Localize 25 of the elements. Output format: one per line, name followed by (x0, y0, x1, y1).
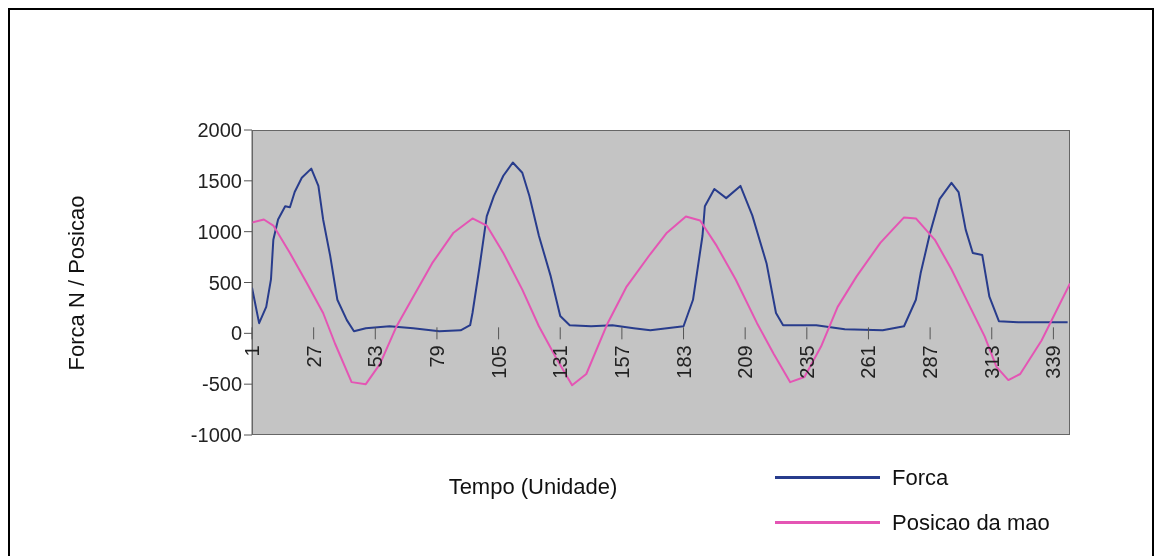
legend-label: Posicao da mao (892, 509, 1050, 536)
y-tick-label: 2000 (197, 119, 242, 142)
x-tick-label: 157 (610, 345, 633, 379)
x-tick-label: 183 (672, 345, 695, 379)
x-axis-title: Tempo (Unidade) (448, 474, 618, 500)
y-tick-label: 500 (208, 271, 242, 294)
x-tick-label: 287 (919, 345, 942, 379)
x-tick-label: 79 (425, 345, 448, 368)
x-tick-label: 261 (857, 345, 880, 379)
legend-label: Forca (892, 464, 949, 491)
x-tick-label: 53 (364, 345, 387, 368)
x-tick-label: 105 (487, 345, 510, 379)
x-tick-label: 209 (734, 345, 757, 379)
y-tick-label: -1000 (190, 424, 242, 447)
y-tick-label: 0 (230, 322, 242, 345)
x-tick-label: 313 (980, 345, 1003, 379)
y-tick-label: 1000 (197, 220, 242, 243)
y-tick-label: -500 (201, 373, 242, 396)
x-tick-label: 1 (241, 345, 263, 357)
y-tick-label: 1500 (197, 169, 242, 192)
x-tick-label: 27 (302, 345, 325, 368)
y-axis-title: Forca N / Posicao (64, 195, 90, 370)
x-tick-label: 235 (795, 345, 818, 379)
x-tick-label: 339 (1042, 345, 1065, 379)
x-tick-label: 131 (549, 345, 572, 379)
